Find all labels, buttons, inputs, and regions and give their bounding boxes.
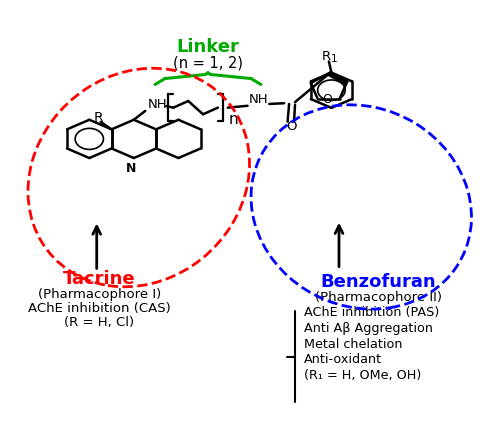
Text: AChE inhibition (PAS): AChE inhibition (PAS) [304, 306, 440, 319]
Text: Anti Aβ Aggregation: Anti Aβ Aggregation [304, 322, 434, 335]
Text: (R₁ = H, OMe, OH): (R₁ = H, OMe, OH) [304, 369, 422, 382]
Text: n: n [229, 112, 238, 126]
Text: O: O [322, 93, 332, 106]
Text: O: O [286, 119, 296, 133]
Text: Linker: Linker [176, 38, 240, 56]
Text: Benzofuran: Benzofuran [320, 272, 436, 291]
Text: (Pharmacophore II): (Pharmacophore II) [315, 291, 442, 303]
Text: 1: 1 [330, 54, 337, 64]
Text: NH: NH [248, 93, 268, 106]
Text: (n = 1, 2): (n = 1, 2) [173, 55, 243, 70]
Text: R: R [94, 111, 103, 125]
Text: (Pharmacophore I): (Pharmacophore I) [38, 288, 161, 301]
Text: Anti-oxidant: Anti-oxidant [304, 353, 382, 366]
Text: NH: NH [148, 98, 168, 111]
Text: Metal chelation: Metal chelation [304, 338, 403, 351]
Text: Tacrine: Tacrine [63, 270, 136, 289]
Text: (R = H, Cl): (R = H, Cl) [64, 316, 134, 329]
Text: R: R [322, 50, 331, 63]
Text: N: N [126, 162, 136, 175]
Text: AChE inhibition (CAS): AChE inhibition (CAS) [28, 303, 171, 315]
